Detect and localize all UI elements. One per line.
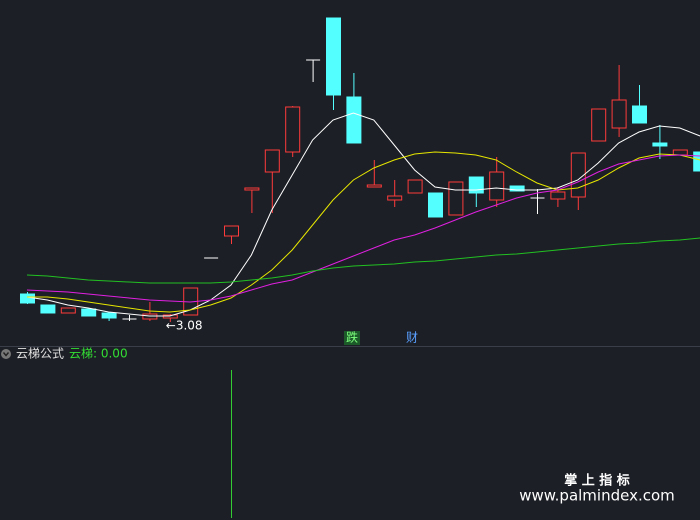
ma-line <box>26 237 700 284</box>
candle-body <box>60 307 76 314</box>
candle-body <box>407 179 423 194</box>
ma-line <box>26 112 700 317</box>
marker: 跌 <box>346 330 358 345</box>
collapse-chevron <box>2 352 10 357</box>
ma-line <box>27 151 700 313</box>
candle-body <box>40 304 56 314</box>
candle-body <box>264 149 280 173</box>
candle-body <box>20 293 35 304</box>
candle-body <box>346 96 362 144</box>
candle-body <box>101 312 117 319</box>
marker-bg <box>344 331 360 345</box>
candle-body <box>448 181 464 216</box>
collapse-icon[interactable] <box>1 349 11 359</box>
candle-body <box>509 185 525 192</box>
candle-body <box>326 17 341 96</box>
marker: 财 <box>406 331 418 345</box>
candle-body <box>693 151 700 172</box>
indicator-value: 云梯: 0.00 <box>69 347 128 361</box>
candle-body <box>81 308 97 317</box>
candle-body <box>224 225 239 237</box>
candle-body <box>632 105 647 124</box>
ma-line <box>26 154 700 303</box>
low-annotation: ←3.08 <box>166 319 203 333</box>
watermark-title: 掌 上 指 标 <box>564 473 630 489</box>
candle-body <box>468 176 484 194</box>
candle-body <box>652 142 668 147</box>
candle-body <box>428 192 443 218</box>
candle-body <box>366 184 382 188</box>
indicator-name: 云梯公式 <box>16 347 64 361</box>
candle-body <box>591 108 607 142</box>
candle-body <box>489 171 505 201</box>
candle-body <box>672 149 688 156</box>
watermark-url: www.palmindex.com <box>519 487 675 505</box>
candle-body <box>550 191 566 200</box>
candle-body <box>387 195 403 201</box>
candle-body <box>285 106 301 153</box>
candle-body <box>244 187 260 191</box>
candle-body <box>611 99 627 129</box>
